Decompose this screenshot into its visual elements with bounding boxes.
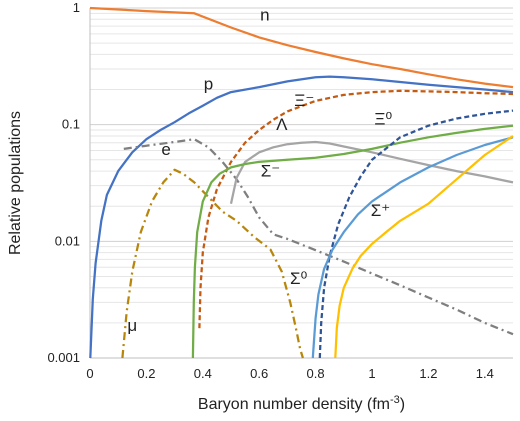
series-line xyxy=(311,136,514,359)
series-label: μ xyxy=(127,316,137,335)
series-line xyxy=(198,89,514,329)
series-label: Ξ⁰ xyxy=(374,110,392,129)
gridlines xyxy=(90,7,513,359)
series-line xyxy=(229,140,514,204)
series-line xyxy=(123,138,514,336)
x-tick-label: 0 xyxy=(86,366,93,381)
x-tick-label: 1.4 xyxy=(476,366,494,381)
series-line xyxy=(89,75,514,359)
x-axis-title-main: Baryon number density (fm xyxy=(198,396,390,413)
y-tick-label: 0.1 xyxy=(62,117,80,132)
x-tick-label: 0.8 xyxy=(307,366,325,381)
series-lines xyxy=(89,6,514,359)
series-labels: n p Ξ⁻ Ξ⁰ Λe Σ⁻ Σ⁺ Σ⁰ μ xyxy=(127,6,392,336)
series-label: Σ⁻ xyxy=(261,161,280,180)
series-label: Σ⁰ xyxy=(290,269,308,288)
axes xyxy=(89,8,513,359)
x-tick-label: 0.6 xyxy=(250,366,268,381)
series-label: n xyxy=(260,6,269,25)
series-line xyxy=(191,124,514,359)
series-label: p xyxy=(204,75,213,94)
x-tick-label: 1.2 xyxy=(419,366,437,381)
x-tick-label: 0.4 xyxy=(194,366,212,381)
x-tick-label: 1 xyxy=(368,366,375,381)
y-axis-title: Relative populations xyxy=(7,111,24,255)
series-line xyxy=(318,109,514,359)
x-tick-label: 0.2 xyxy=(137,366,155,381)
tick-labels: 0 0.2 0.4 0.6 0.8 1 1.2 1.4 0.001 0.01 0.1 1 xyxy=(47,0,493,381)
series-line xyxy=(121,168,304,359)
y-tick-label: 0.001 xyxy=(47,350,80,365)
y-tick-label: 0.01 xyxy=(55,233,80,248)
y-tick-label: 1 xyxy=(73,0,80,15)
x-axis-title-superscript: -3 xyxy=(390,394,400,406)
series-label: e xyxy=(161,140,170,159)
series-label: Ξ⁻ xyxy=(294,91,314,110)
x-axis-title: Baryon number density (fm-3) xyxy=(198,394,405,413)
series-label: Σ⁺ xyxy=(371,201,390,220)
x-axis-title-close: ) xyxy=(400,396,405,413)
series-line xyxy=(334,135,514,359)
series-line xyxy=(89,6,514,89)
series-label: Λ xyxy=(276,115,288,134)
